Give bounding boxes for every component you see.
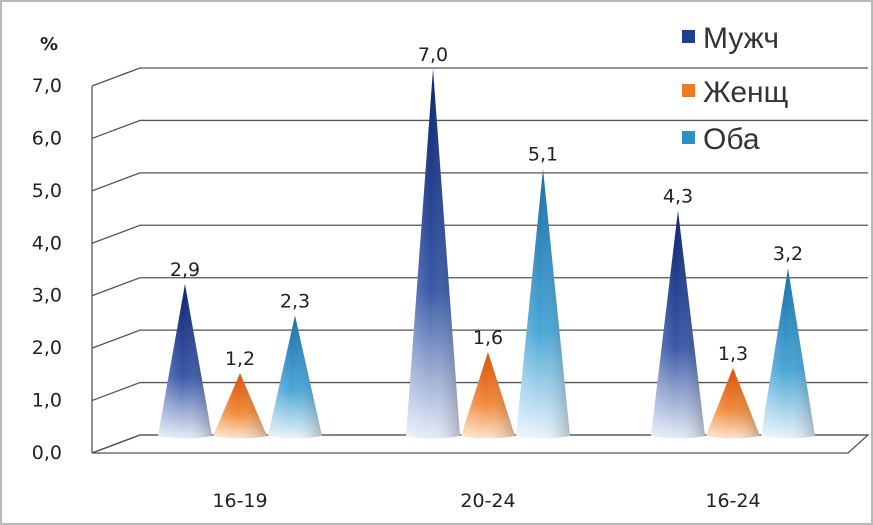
legend-label-men: Мужч bbox=[703, 22, 779, 55]
cone-both bbox=[761, 268, 815, 439]
data-label-both: 3,2 bbox=[773, 243, 803, 265]
y-axis-ticks: 0,0 1,0 2,0 3,0 4,0 5,0 6,0 7,0 bbox=[32, 75, 62, 464]
grid-line bbox=[91, 277, 868, 297]
y-tick-label: 4,0 bbox=[32, 232, 62, 254]
grid-lines bbox=[91, 67, 870, 454]
data-label-men: 4,3 bbox=[663, 186, 693, 208]
grid-line bbox=[91, 381, 868, 402]
grid-line bbox=[91, 434, 868, 454]
data-label-both: 2,3 bbox=[280, 290, 310, 312]
data-label-men: 2,9 bbox=[170, 259, 200, 281]
grid-line bbox=[91, 119, 868, 140]
y-tick-label: 0,0 bbox=[32, 442, 62, 464]
category-label: 16-24 bbox=[705, 490, 760, 512]
cone-women bbox=[213, 373, 267, 439]
grid-line bbox=[91, 224, 868, 244]
legend: Мужч Женщ Оба bbox=[682, 22, 788, 156]
data-label-women: 1,2 bbox=[225, 348, 255, 370]
category-labels: 16-19 20-24 16-24 bbox=[212, 490, 760, 512]
y-unit-label: % bbox=[40, 34, 58, 55]
legend-swatch-men bbox=[682, 30, 695, 43]
data-label-women: 1,6 bbox=[473, 327, 503, 349]
cone-men bbox=[651, 210, 705, 439]
data-labels: 2,9 1,2 2,3 7,0 1,6 5,1 4,3 1,3 3,2 bbox=[170, 44, 803, 370]
cone-men bbox=[158, 283, 212, 439]
y-tick-label: 3,0 bbox=[32, 285, 62, 307]
legend-swatch-both bbox=[682, 131, 695, 144]
data-label-both: 5,1 bbox=[528, 144, 558, 166]
cones bbox=[158, 69, 815, 439]
cone-both bbox=[516, 168, 570, 439]
category-label: 20-24 bbox=[460, 490, 515, 512]
y-tick-label: 5,0 bbox=[32, 180, 62, 202]
cone-men bbox=[406, 69, 460, 439]
cone-women bbox=[461, 352, 515, 439]
grid-line bbox=[91, 67, 868, 87]
data-label-men: 7,0 bbox=[418, 44, 448, 66]
grid-line bbox=[91, 329, 868, 349]
y-tick-label: 2,0 bbox=[32, 337, 62, 359]
legend-swatch-women bbox=[682, 84, 695, 97]
grid-line bbox=[91, 172, 868, 192]
y-tick-label: 7,0 bbox=[32, 75, 62, 97]
cone-women bbox=[706, 367, 760, 439]
category-label: 16-19 bbox=[212, 490, 267, 512]
data-label-women: 1,3 bbox=[718, 343, 748, 365]
cone-both bbox=[268, 315, 322, 439]
y-tick-label: 1,0 bbox=[32, 390, 62, 412]
y-tick-label: 6,0 bbox=[32, 127, 62, 149]
legend-label-women: Женщ bbox=[703, 76, 788, 109]
legend-label-both: Оба bbox=[703, 123, 760, 156]
